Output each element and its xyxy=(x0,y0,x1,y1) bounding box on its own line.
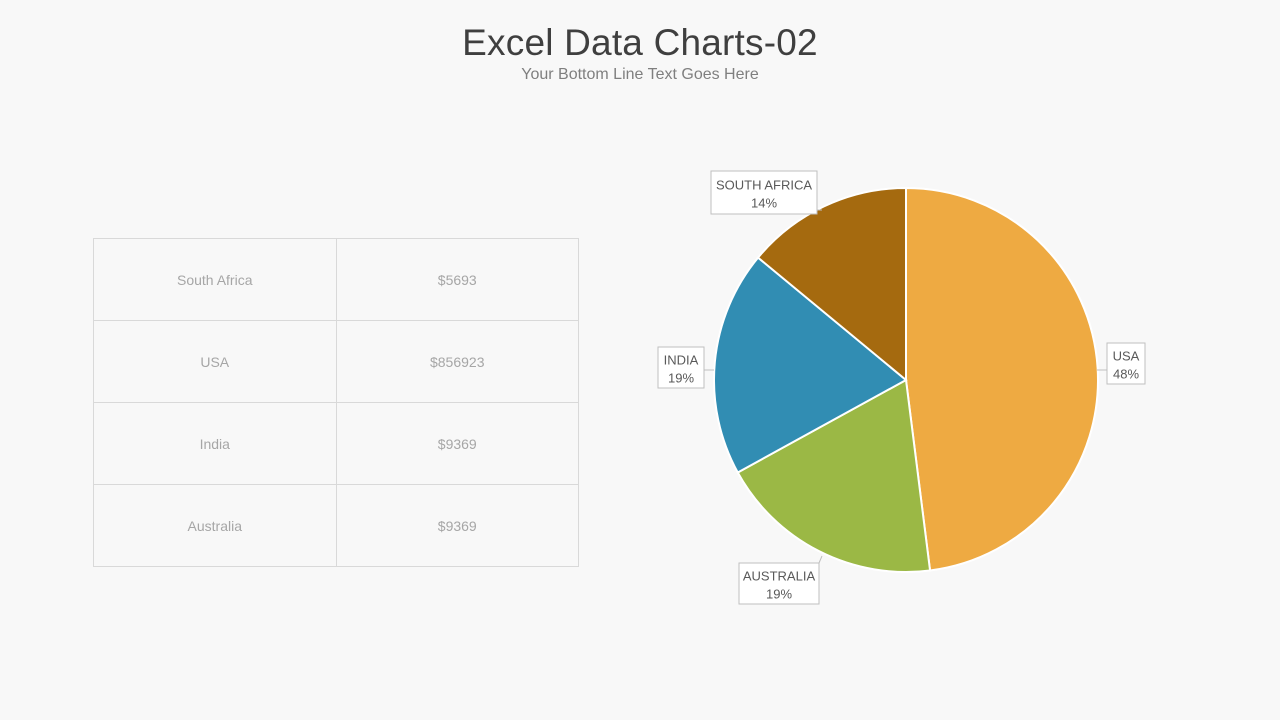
page-title: Excel Data Charts-02 xyxy=(462,22,818,63)
table-row: Australia $9369 xyxy=(93,484,579,567)
table-row: India $9369 xyxy=(93,402,579,485)
table-cell-country: India xyxy=(93,402,337,485)
table-row: USA $856923 xyxy=(93,320,579,403)
data-label-usa: USA 48% xyxy=(1097,342,1146,385)
data-label-australia: AUSTRALIA 19% xyxy=(738,555,823,605)
table-cell-value: $856923 xyxy=(335,320,579,403)
percentage-label: 14% xyxy=(751,196,777,211)
table-cell-value: $9369 xyxy=(335,402,579,485)
table-cell-country: Australia xyxy=(93,484,337,567)
category-label: USA xyxy=(1113,349,1140,364)
callout-box xyxy=(738,562,820,605)
leader-line xyxy=(818,555,823,564)
pie-slice-south-africa xyxy=(756,186,907,383)
pie-slice-india xyxy=(713,256,908,474)
page-subtitle: Your Bottom Line Text Goes Here xyxy=(521,66,759,83)
pie-slice-usa xyxy=(905,186,1099,572)
data-label-south-africa: SOUTH AFRICA 14% xyxy=(710,170,822,215)
percentage-label: 48% xyxy=(1113,367,1139,382)
data-table: South Africa $5693 USA $856923 India $93… xyxy=(93,238,579,567)
pie-slice-australia xyxy=(736,378,932,573)
table-cell-value: $9369 xyxy=(335,484,579,567)
percentage-label: 19% xyxy=(668,371,694,386)
table-row: South Africa $5693 xyxy=(93,238,579,321)
category-label: SOUTH AFRICA xyxy=(716,178,812,193)
callout-box xyxy=(710,170,818,215)
category-label: INDIA xyxy=(664,353,699,368)
table-cell-value: $5693 xyxy=(335,238,579,321)
callout-box xyxy=(657,346,705,389)
callout-box xyxy=(1106,342,1146,385)
data-label-india: INDIA 19% xyxy=(657,346,714,389)
percentage-label: 19% xyxy=(766,587,792,602)
category-label: AUSTRALIA xyxy=(743,569,816,584)
